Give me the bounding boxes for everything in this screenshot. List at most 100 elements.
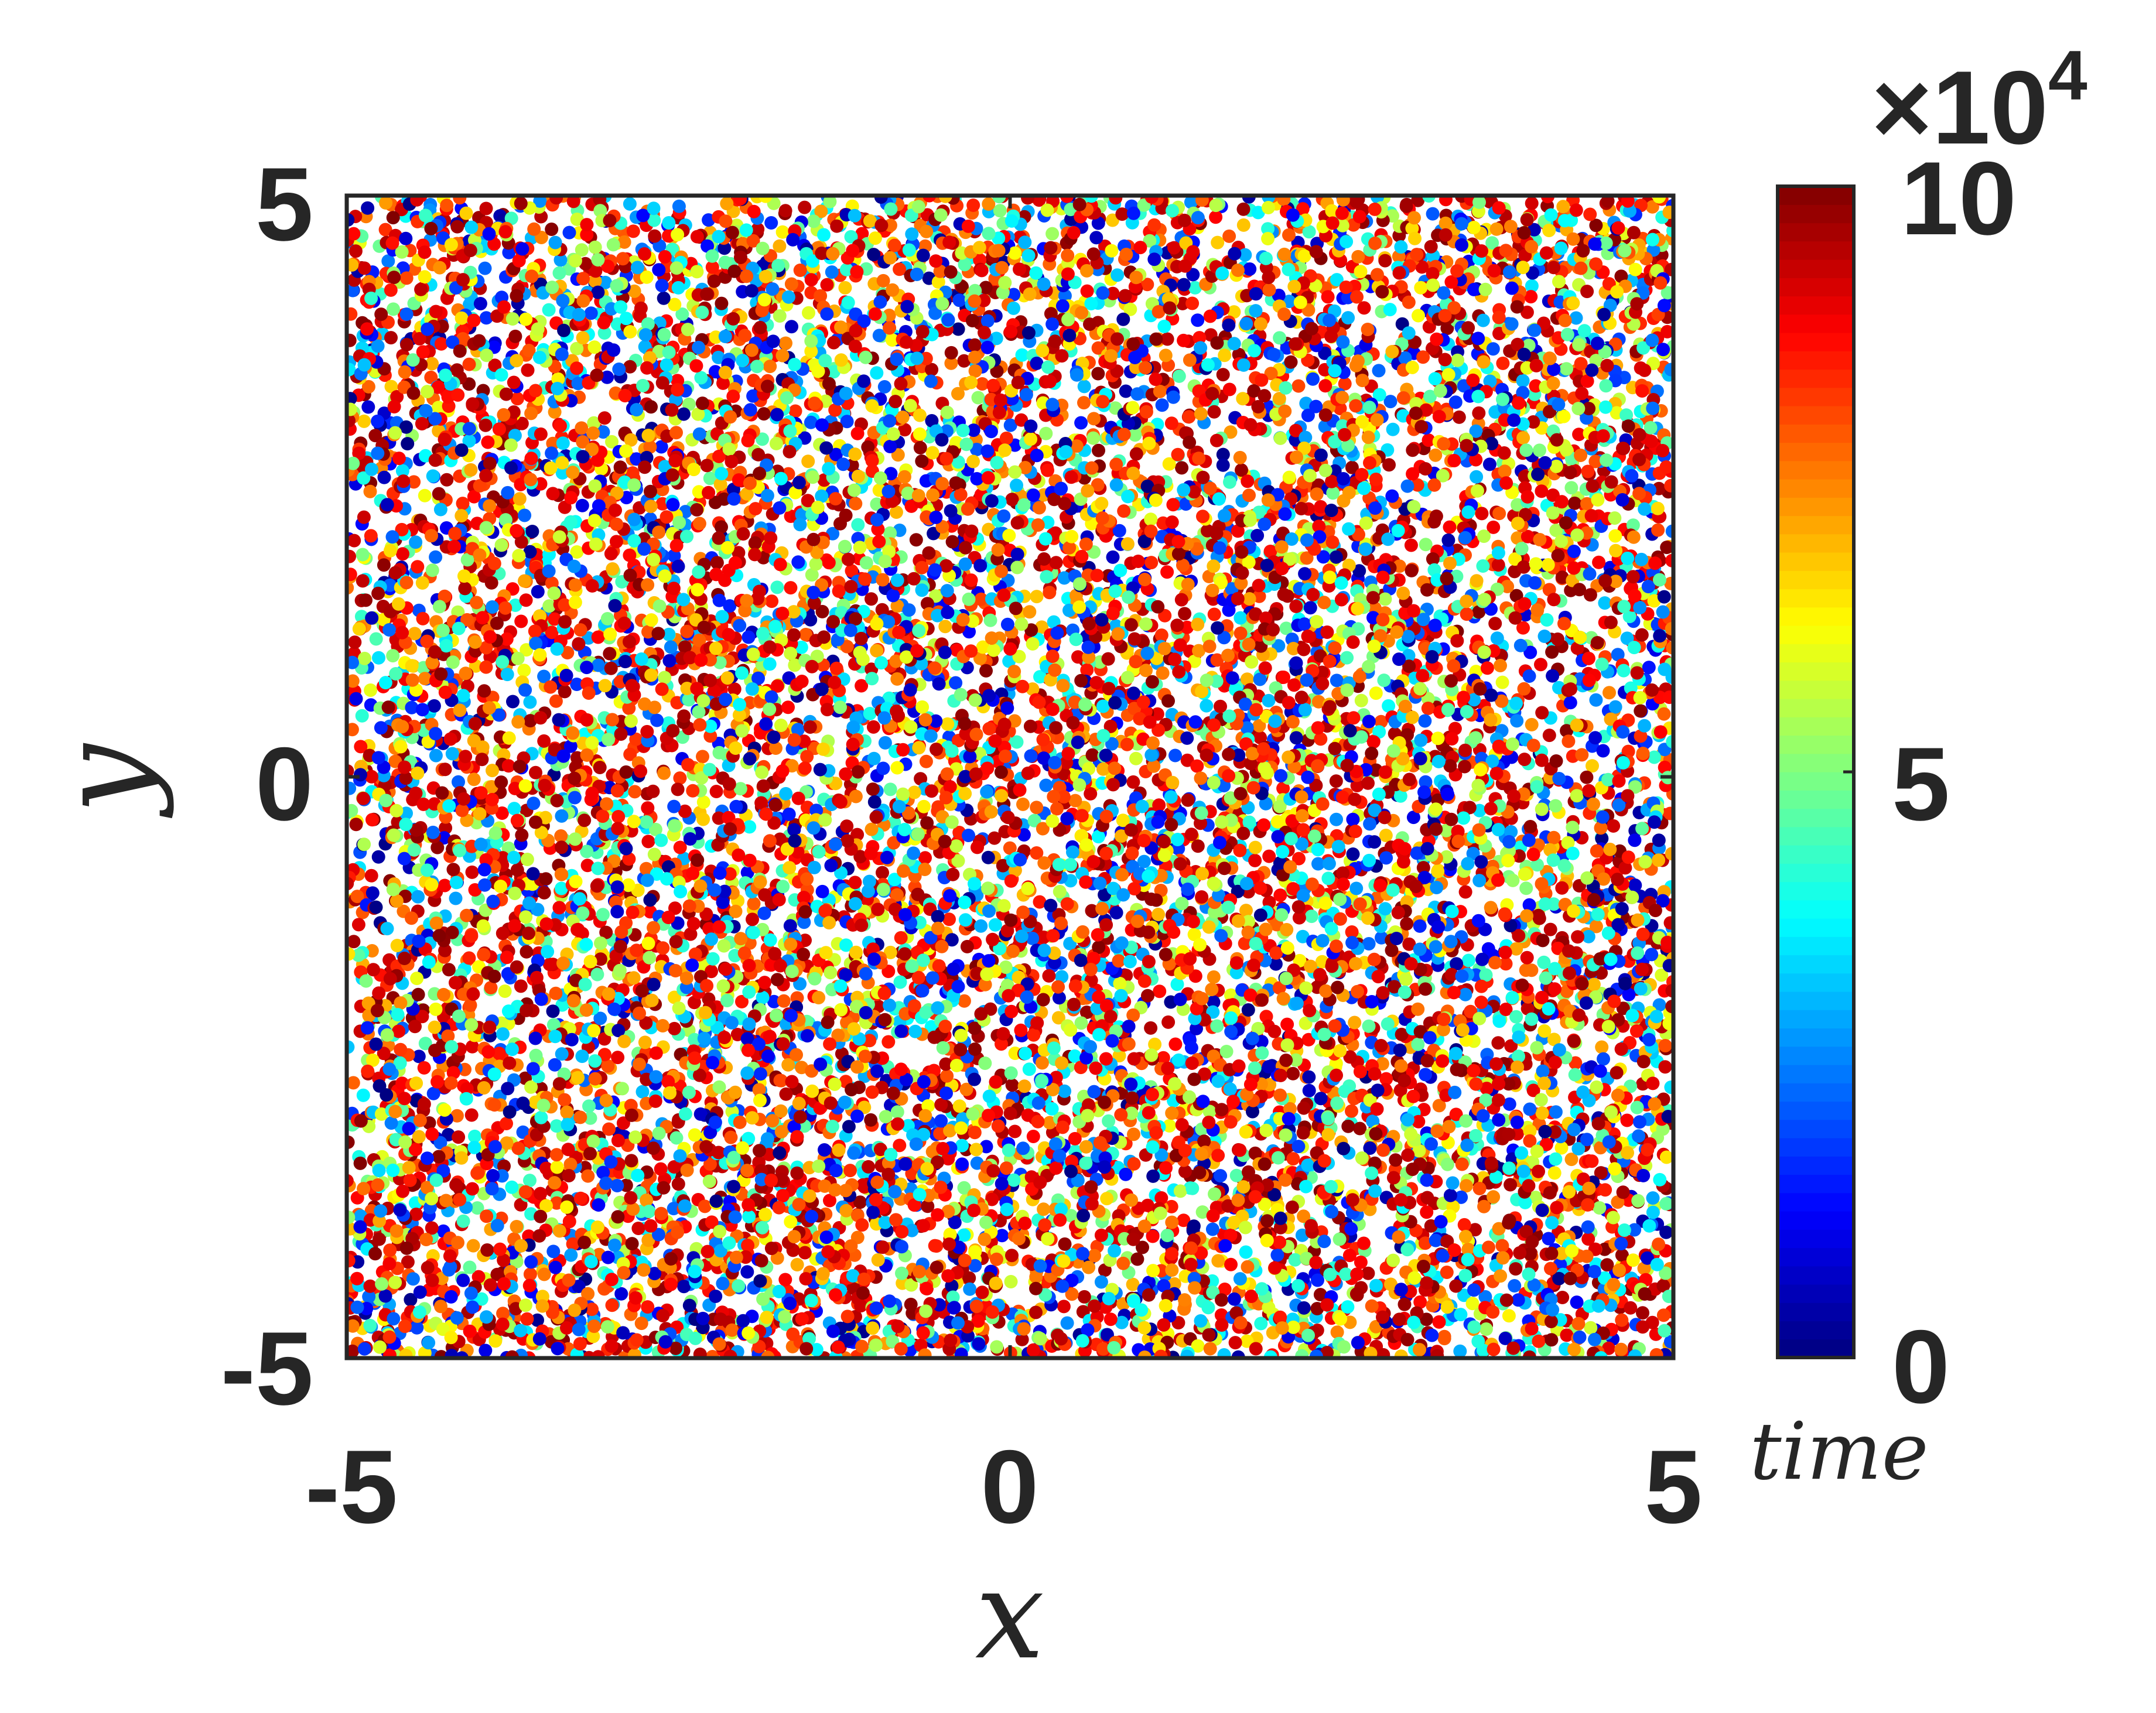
scatter-point <box>1172 369 1186 383</box>
scatter-point <box>545 223 559 236</box>
scatter-point <box>1224 425 1238 439</box>
scatter-point <box>850 828 865 842</box>
scatter-point <box>1084 787 1098 801</box>
scatter-point <box>1207 970 1221 984</box>
scatter-point <box>524 452 538 466</box>
scatter-point <box>851 518 865 532</box>
scatter-point <box>1026 1130 1040 1143</box>
scatter-point <box>1239 904 1253 918</box>
scatter-point <box>1140 278 1154 292</box>
scatter-point <box>548 405 562 419</box>
scatter-point <box>756 432 769 446</box>
scatter-point <box>622 701 636 715</box>
scatter-point <box>1106 550 1120 564</box>
scatter-point <box>437 831 451 845</box>
scatter-point <box>904 1278 918 1292</box>
scatter-point <box>1236 218 1250 232</box>
scatter-point <box>971 391 985 405</box>
scatter-point <box>1163 1119 1176 1133</box>
scatter-point <box>951 322 965 336</box>
scatter-point <box>1156 1051 1170 1065</box>
scatter-point <box>1291 379 1306 393</box>
scatter-point <box>1156 666 1170 680</box>
scatter-point <box>381 254 395 268</box>
scatter-point <box>1191 839 1205 853</box>
scatter-point <box>531 1313 544 1327</box>
scatter-point <box>979 1140 993 1154</box>
scatter-point <box>426 1086 440 1100</box>
scatter-point <box>520 643 534 657</box>
scatter-point <box>1187 654 1201 668</box>
scatter-point <box>1195 1205 1209 1219</box>
scatter-point <box>635 1085 650 1099</box>
scatter-point <box>1153 984 1167 999</box>
scatter-point <box>1502 1309 1516 1323</box>
scatter-point <box>973 559 988 573</box>
scatter-point <box>1350 778 1364 792</box>
scatter-point <box>765 594 779 608</box>
scatter-point <box>951 387 965 401</box>
scatter-point <box>502 245 516 259</box>
scatter-point <box>1003 418 1017 432</box>
scatter-point <box>801 454 815 469</box>
scatter-point <box>1655 968 1669 982</box>
scatter-point <box>1233 843 1247 857</box>
scatter-point <box>439 821 453 835</box>
scatter-point <box>1002 654 1016 668</box>
scatter-point <box>1487 520 1501 534</box>
scatter-point <box>1378 592 1392 606</box>
scatter-point <box>641 801 655 815</box>
scatter-point <box>456 689 470 703</box>
scatter-point <box>378 223 392 237</box>
scatter-point <box>788 404 802 418</box>
scatter-point <box>1227 305 1241 319</box>
scatter-point <box>1239 1245 1253 1259</box>
scatter-point <box>1406 811 1420 825</box>
scatter-point <box>807 214 821 228</box>
scatter-point <box>356 1088 370 1102</box>
scatter-point <box>784 581 798 595</box>
scatter-point <box>593 761 607 774</box>
scatter-point <box>465 1040 479 1054</box>
scatter-point <box>1537 1024 1552 1038</box>
scatter-point <box>1502 1097 1516 1111</box>
scatter-point <box>1374 714 1388 729</box>
scatter-point <box>1485 236 1499 250</box>
scatter-point <box>371 850 385 864</box>
scatter-point <box>1330 1325 1344 1339</box>
scatter-point <box>418 488 432 502</box>
scatter-point <box>573 623 587 637</box>
scatter-point <box>1586 759 1599 773</box>
scatter-point <box>599 275 612 289</box>
scatter-point <box>1057 1300 1071 1314</box>
scatter-point <box>575 1049 589 1064</box>
scatter-point <box>1457 1288 1471 1302</box>
scatter-point <box>1302 1070 1316 1084</box>
scatter-point <box>558 685 572 699</box>
scatter-point <box>941 717 955 731</box>
scatter-point <box>1534 658 1547 672</box>
scatter-point <box>767 994 781 1008</box>
scatter-point <box>1419 462 1433 476</box>
scatter-point <box>1461 953 1475 967</box>
scatter-point <box>1137 854 1151 869</box>
scatter-point <box>634 301 648 315</box>
scatter-point <box>1123 302 1137 316</box>
scatter-point <box>361 379 375 394</box>
scatter-point <box>740 866 754 880</box>
scatter-point <box>382 1257 397 1271</box>
scatter-point <box>1547 1166 1562 1180</box>
scatter-point <box>1338 377 1352 391</box>
scatter-point <box>1414 733 1428 747</box>
scatter-point <box>735 994 749 1008</box>
scatter-point <box>1250 529 1265 542</box>
scatter-point <box>1224 1257 1238 1271</box>
scatter-point <box>401 1255 415 1269</box>
scatter-point <box>966 199 980 212</box>
scatter-point <box>1077 379 1091 394</box>
scatter-point <box>1050 802 1064 816</box>
scatter-point <box>1233 450 1247 464</box>
scatter-point <box>1367 952 1381 966</box>
scatter-point <box>1209 210 1223 224</box>
scatter-point <box>527 796 541 811</box>
